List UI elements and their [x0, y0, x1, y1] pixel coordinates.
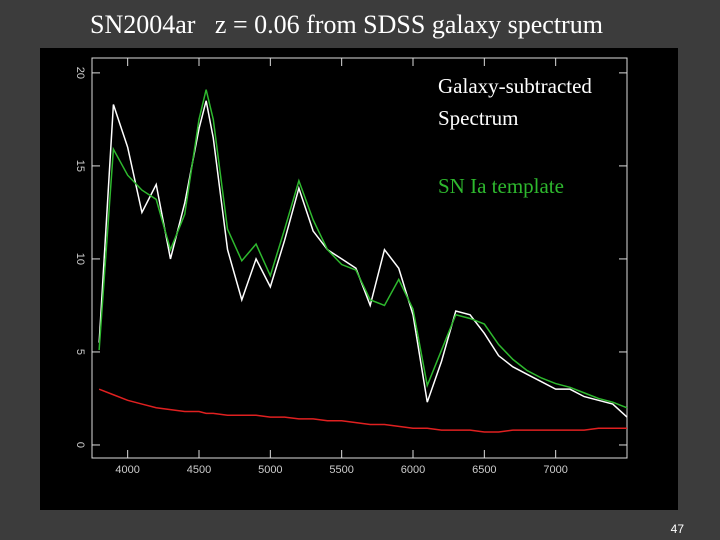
x-tick-label: 5500	[329, 464, 353, 476]
series-line	[98, 100, 628, 418]
y-tick-label: 0	[74, 442, 86, 448]
slide-title: SN2004ar z = 0.06 from SDSS galaxy spect…	[90, 10, 603, 39]
plot-frame	[91, 57, 628, 459]
x-tick-label: 6500	[472, 464, 496, 476]
y-tick-label: 15	[74, 160, 86, 172]
page-number: 47	[670, 522, 684, 536]
series-line	[98, 388, 627, 433]
x-tick-label: 6000	[401, 464, 425, 476]
x-tick-label: 4500	[187, 464, 211, 476]
y-tick-label: 10	[74, 253, 86, 265]
chart-panel	[40, 48, 678, 510]
legend-label: SN Ia template	[438, 174, 564, 198]
x-tick-label: 4000	[115, 464, 139, 476]
legend-label: Galaxy-subtracted Spectrum	[438, 74, 592, 130]
series-line	[98, 89, 628, 409]
x-tick-label: 5000	[258, 464, 282, 476]
y-tick-label: 5	[74, 349, 86, 355]
y-tick-label: 20	[74, 67, 86, 79]
x-tick-label: 7000	[543, 464, 567, 476]
